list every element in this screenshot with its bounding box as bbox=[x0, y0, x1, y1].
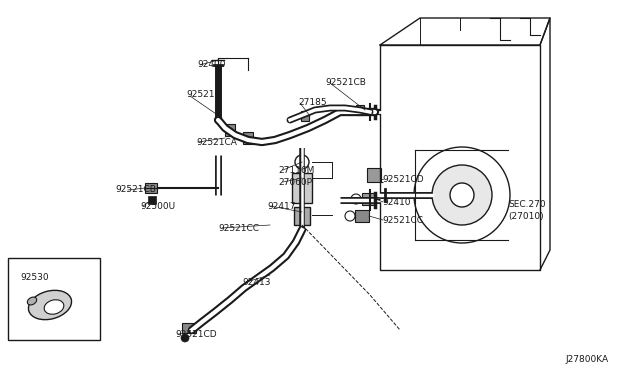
Text: 92521CD: 92521CD bbox=[382, 175, 424, 184]
Bar bbox=[356, 105, 364, 115]
Ellipse shape bbox=[28, 297, 36, 305]
Bar bbox=[301, 111, 309, 121]
Bar bbox=[225, 124, 235, 136]
Bar bbox=[243, 132, 253, 144]
Text: 92521CA: 92521CA bbox=[196, 138, 237, 147]
Text: 92500U: 92500U bbox=[140, 202, 175, 211]
Bar bbox=[148, 196, 156, 204]
Text: 92521CB: 92521CB bbox=[325, 78, 366, 87]
Circle shape bbox=[432, 165, 492, 225]
Text: 27060P: 27060P bbox=[278, 178, 312, 187]
Text: J27800KA: J27800KA bbox=[565, 355, 608, 364]
Text: 27116M: 27116M bbox=[278, 166, 314, 175]
Bar bbox=[355, 210, 369, 222]
Text: 92521CC: 92521CC bbox=[218, 224, 259, 233]
Circle shape bbox=[414, 147, 510, 243]
Bar bbox=[8, 258, 100, 340]
Bar bbox=[292, 173, 312, 203]
Circle shape bbox=[181, 334, 189, 342]
Bar bbox=[145, 183, 157, 193]
Circle shape bbox=[450, 183, 474, 207]
Bar bbox=[362, 193, 376, 205]
Text: 27185: 27185 bbox=[298, 98, 326, 107]
Text: 92521CD: 92521CD bbox=[175, 330, 216, 339]
Text: (27010): (27010) bbox=[508, 212, 543, 221]
Text: 92417: 92417 bbox=[267, 202, 296, 211]
Ellipse shape bbox=[44, 300, 64, 314]
Text: 92400: 92400 bbox=[197, 60, 225, 69]
Circle shape bbox=[345, 211, 355, 221]
Text: 92521C: 92521C bbox=[186, 90, 221, 99]
Ellipse shape bbox=[28, 290, 72, 320]
Circle shape bbox=[351, 194, 361, 204]
Text: 92410: 92410 bbox=[382, 198, 410, 207]
Text: 92413: 92413 bbox=[242, 278, 271, 287]
Bar bbox=[367, 168, 381, 182]
Text: 92521CB: 92521CB bbox=[115, 185, 156, 194]
Text: SEC.270: SEC.270 bbox=[508, 200, 546, 209]
Bar bbox=[182, 323, 196, 333]
Text: 92521CC: 92521CC bbox=[382, 216, 423, 225]
Text: 92530: 92530 bbox=[20, 273, 49, 282]
Circle shape bbox=[295, 155, 309, 169]
Bar bbox=[294, 207, 310, 225]
